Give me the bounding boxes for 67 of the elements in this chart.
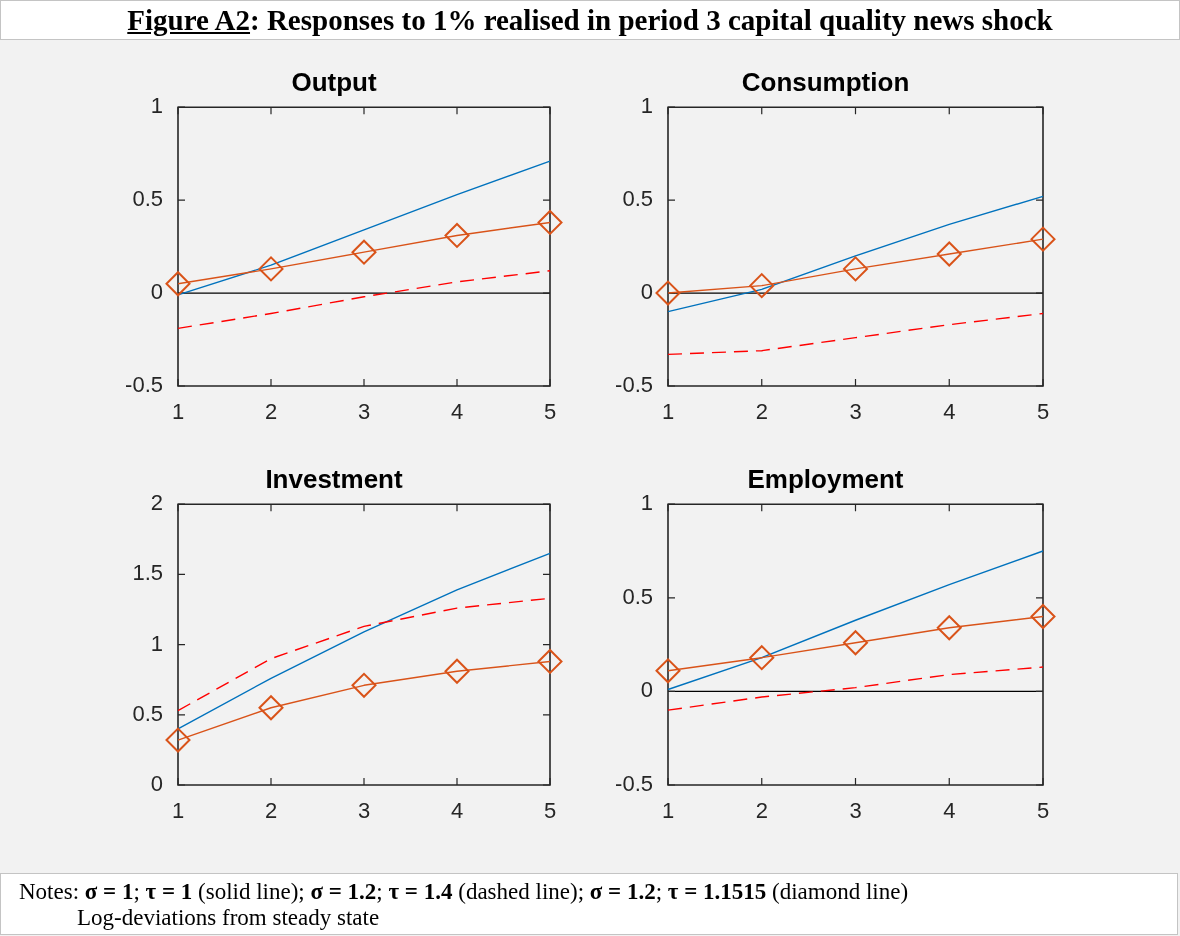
x-tick-label: 3	[849, 798, 862, 824]
x-tick-label: 5	[543, 798, 557, 824]
x-tick-label: 1	[661, 798, 675, 824]
chart-title: Investment	[265, 463, 403, 494]
point	[936, 241, 962, 267]
chart-title: Output	[291, 66, 377, 97]
y-tick-label: -0.5	[125, 372, 163, 398]
y-tick-label: 1	[640, 490, 653, 516]
point	[351, 239, 377, 265]
y-tick-label: -0.5	[615, 372, 653, 398]
point	[843, 256, 868, 282]
y-tick-label: 1.5	[132, 560, 163, 586]
y-tick-label: 0.5	[132, 700, 163, 726]
x-tick-label: 2	[755, 399, 768, 425]
y-tick-label: 2	[150, 490, 163, 516]
text: Notes: σ = 1; τ = 1 (solid line); σ = 1.2; τ = 1.4 (dashed line); σ = 1.2; τ = 1.1515 (diamond line)	[19, 879, 909, 904]
y-tick-label: 0	[640, 279, 653, 305]
point	[258, 695, 284, 721]
text: Figure A2: Responses to 1% realised in period 3 capital quality news shock	[1, 1, 1179, 39]
y-tick-label: 0	[150, 279, 163, 305]
point	[749, 645, 775, 671]
y-tick-label: 0.5	[132, 186, 163, 212]
x-tick-label: 4	[943, 399, 956, 425]
point	[537, 648, 563, 674]
x-tick-label: 1	[171, 399, 185, 425]
x-tick-label: 4	[943, 798, 956, 824]
point	[936, 615, 962, 641]
chart-title: Consumption	[741, 66, 910, 97]
point	[444, 222, 470, 248]
line-series	[667, 666, 1044, 711]
point	[749, 273, 775, 299]
y-tick-label: 0.5	[622, 186, 653, 212]
y-tick-label: 0	[640, 677, 653, 703]
point	[655, 658, 681, 684]
x-tick-label: 1	[661, 399, 675, 425]
x-tick-label: 3	[357, 399, 371, 425]
point	[444, 658, 470, 684]
y-tick-label: -0.5	[615, 771, 653, 797]
x-tick-label: 2	[264, 798, 278, 824]
x-tick-label: 5	[1036, 798, 1050, 824]
point	[843, 630, 868, 656]
point	[165, 271, 191, 297]
text: Log-deviations from steady state	[76, 905, 381, 931]
y-tick-label: 0	[150, 771, 163, 797]
point	[351, 672, 377, 698]
point	[655, 280, 681, 306]
line-series	[177, 270, 551, 330]
point	[1030, 226, 1056, 252]
x-tick-label: 4	[450, 798, 464, 824]
x-tick-label: 2	[264, 399, 278, 425]
point	[165, 727, 191, 753]
x-tick-label: 5	[1036, 399, 1050, 425]
y-tick-label: 1	[640, 93, 653, 119]
point	[258, 256, 284, 282]
x-tick-label: 2	[755, 798, 768, 824]
chart-title: Employment	[747, 463, 904, 494]
y-tick-label: 1	[150, 630, 163, 656]
point	[1030, 604, 1056, 630]
x-tick-label: 1	[171, 798, 185, 824]
y-tick-label: 0.5	[622, 583, 653, 609]
x-tick-label: 3	[357, 798, 371, 824]
x-tick-label: 4	[450, 399, 464, 425]
line-series	[667, 312, 1044, 356]
x-tick-label: 3	[849, 399, 862, 425]
x-tick-label: 5	[543, 399, 557, 425]
y-tick-label: 1	[150, 93, 163, 119]
point	[537, 209, 563, 235]
